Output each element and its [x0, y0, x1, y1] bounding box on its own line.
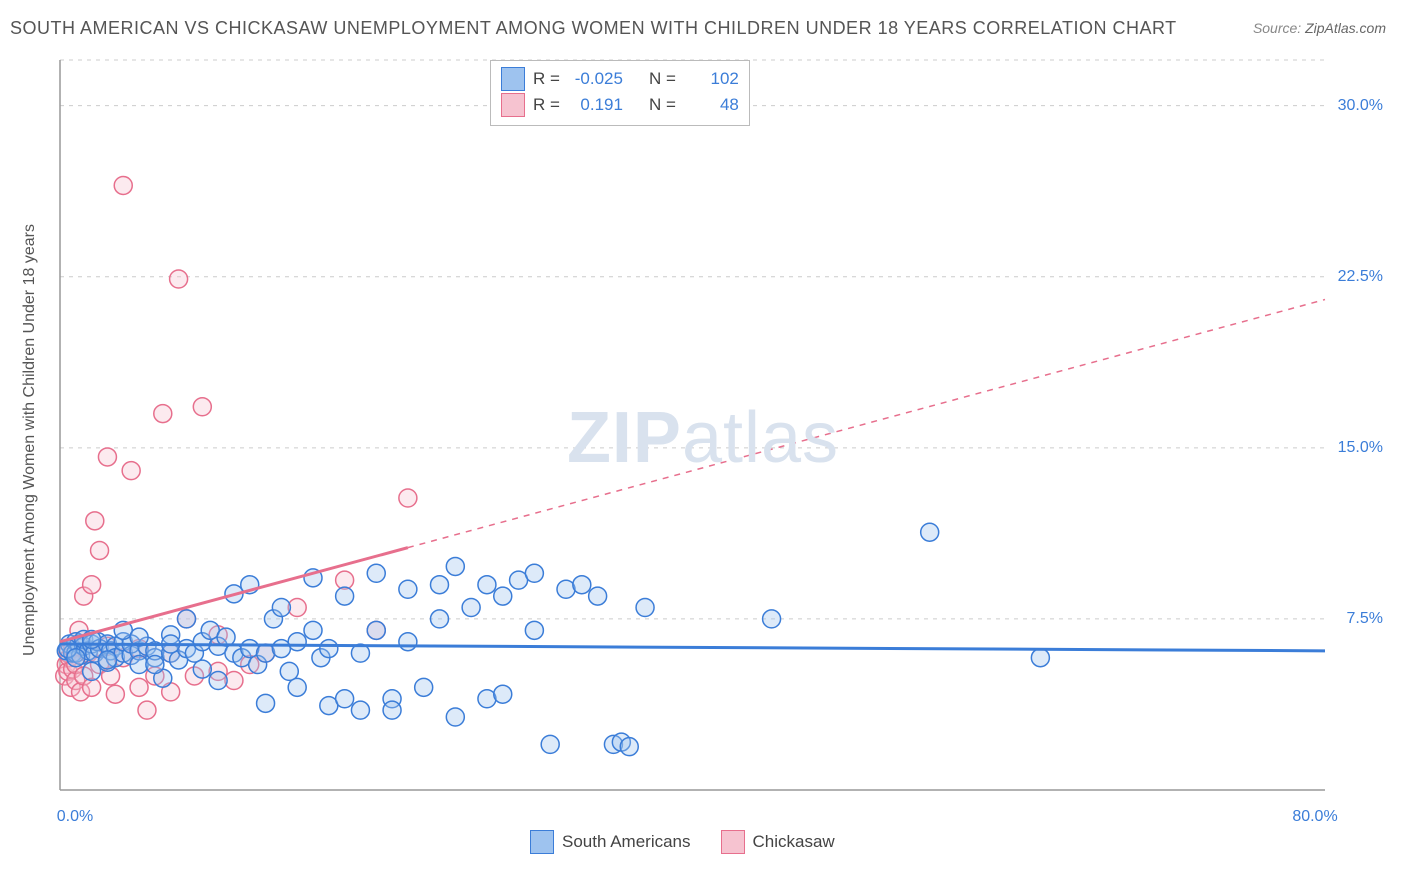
axis-tick-label: 22.5% — [1338, 268, 1383, 286]
legend-swatch-series2 — [721, 830, 745, 854]
source-value: ZipAtlas.com — [1305, 20, 1386, 36]
legend-bottom: South Americans Chickasaw — [530, 830, 835, 854]
axis-tick-label: 0.0% — [57, 808, 93, 826]
stats-row-series1: R = -0.025 N = 102 — [501, 67, 739, 91]
axis-tick-label: 30.0% — [1338, 97, 1383, 115]
swatch-series1 — [501, 67, 525, 91]
axis-tick-label: 7.5% — [1347, 610, 1383, 628]
legend-item-series1: South Americans — [530, 830, 691, 854]
y-axis-label: Unemployment Among Women with Children U… — [21, 224, 39, 656]
plot-area — [55, 55, 1390, 835]
r-label: R = — [533, 95, 560, 115]
swatch-series2 — [501, 93, 525, 117]
n-value-series1: 102 — [684, 69, 739, 89]
source-attribution: Source: ZipAtlas.com — [1253, 20, 1386, 36]
legend-label-series1: South Americans — [562, 832, 691, 852]
n-label: N = — [649, 69, 676, 89]
axis-tick-label: 15.0% — [1338, 439, 1383, 457]
legend-item-series2: Chickasaw — [721, 830, 835, 854]
legend-swatch-series1 — [530, 830, 554, 854]
chart-title: SOUTH AMERICAN VS CHICKASAW UNEMPLOYMENT… — [10, 18, 1177, 39]
axis-tick-label: 80.0% — [1292, 808, 1337, 826]
scatter-chart — [55, 55, 1390, 835]
n-label: N = — [649, 95, 676, 115]
r-value-series1: -0.025 — [568, 69, 623, 89]
n-value-series2: 48 — [684, 95, 739, 115]
stats-row-series2: R = 0.191 N = 48 — [501, 93, 739, 117]
r-value-series2: 0.191 — [568, 95, 623, 115]
stats-legend-box: R = -0.025 N = 102 R = 0.191 N = 48 — [490, 60, 750, 126]
source-label: Source: — [1253, 20, 1301, 36]
r-label: R = — [533, 69, 560, 89]
legend-label-series2: Chickasaw — [753, 832, 835, 852]
